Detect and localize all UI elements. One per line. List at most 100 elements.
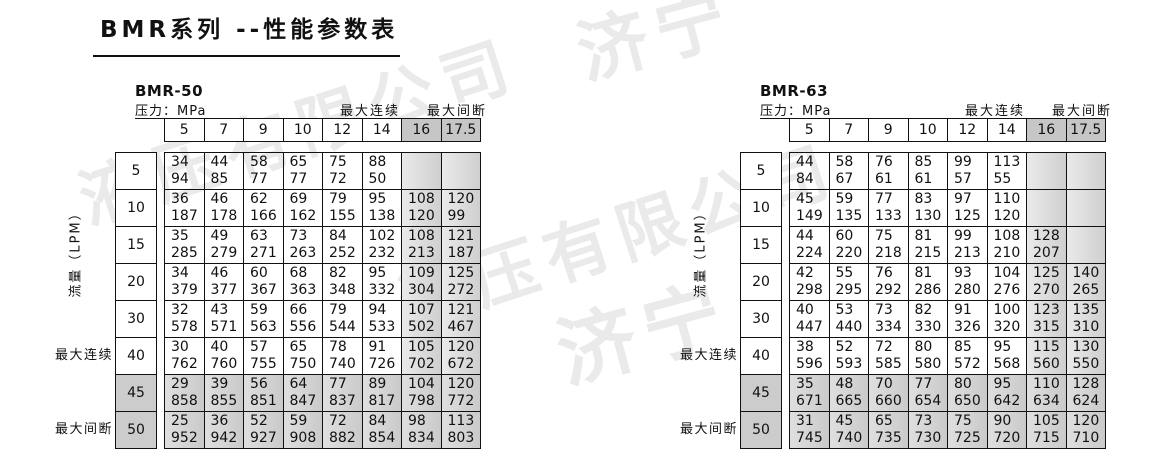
data-cell: 80 650 [948, 375, 988, 412]
data-cell: 46 178 [204, 190, 244, 227]
data-cell: 52 927 [244, 412, 284, 449]
data-cell: 95 138 [362, 190, 402, 227]
data-cell: 77 837 [323, 375, 363, 412]
data-cell: 38 596 [790, 338, 830, 375]
data-cell: 93 280 [948, 264, 988, 301]
data-grid: 34 94 44 85 58 77 65 77 75 72 88 50 36 187 46 178 62 166 6… [164, 152, 481, 449]
data-cell: 59 908 [283, 412, 323, 449]
flow-axis-label-text: 流量（LPM） [68, 205, 84, 298]
data-cell: 130 550 [1066, 338, 1106, 375]
data-cell [1027, 190, 1067, 227]
data-cell: 88 50 [362, 153, 402, 190]
data-cell: 110 120 [987, 190, 1027, 227]
data-cell: 102 232 [362, 227, 402, 264]
pressure-unit-label: 压力：MPa [760, 104, 832, 119]
data-cell: 53 440 [829, 301, 869, 338]
flow-header-cell: 50 [741, 412, 782, 449]
data-cell: 140 265 [1066, 264, 1106, 301]
pressure-header-cell: 9 [869, 119, 909, 142]
data-cell: 65 77 [283, 153, 323, 190]
pressure-header-cell: 17.5 [1066, 119, 1106, 142]
data-cell: 49 279 [204, 227, 244, 264]
flow-header-cell: 50 [116, 412, 157, 449]
data-cell: 135 310 [1066, 301, 1106, 338]
data-cell: 82 330 [908, 301, 948, 338]
data-cell: 68 363 [283, 264, 323, 301]
data-cell: 120 672 [441, 338, 481, 375]
pressure-header-cell: 17.5 [441, 119, 481, 142]
data-cell: 85 572 [948, 338, 988, 375]
data-cell: 60 367 [244, 264, 284, 301]
data-cell: 59 563 [244, 301, 284, 338]
data-cell: 99 57 [948, 153, 988, 190]
data-cell: 36 187 [165, 190, 205, 227]
pressure-header-cell: 5 [165, 119, 205, 142]
data-cell: 120 710 [1066, 412, 1106, 449]
data-cell: 98 834 [402, 412, 442, 449]
data-cell: 94 533 [362, 301, 402, 338]
data-cell: 82 348 [323, 264, 363, 301]
data-cell: 79 155 [323, 190, 363, 227]
data-cell: 58 67 [829, 153, 869, 190]
flow-header-cell: 15 [116, 227, 157, 264]
data-cell: 89 817 [362, 375, 402, 412]
max-continuous-row-label: 最大连续 [55, 348, 114, 363]
table-model-label: BMR-50 [135, 82, 204, 100]
data-cell: 57 755 [244, 338, 284, 375]
data-cell: 100 320 [987, 301, 1027, 338]
flow-header-cell: 5 [116, 153, 157, 190]
data-cell: 48 665 [829, 375, 869, 412]
data-cell: 44 85 [204, 153, 244, 190]
pressure-header-cell: 10 [908, 119, 948, 142]
data-cell: 40 447 [790, 301, 830, 338]
data-cell: 84 252 [323, 227, 363, 264]
data-cell: 32 578 [165, 301, 205, 338]
data-cell: 121 187 [441, 227, 481, 264]
flow-header-cell: 45 [741, 375, 782, 412]
data-cell: 69 162 [283, 190, 323, 227]
flow-header-cell: 10 [741, 190, 782, 227]
data-cell: 75 725 [948, 412, 988, 449]
data-cell: 128 207 [1027, 227, 1067, 264]
data-cell: 105 702 [402, 338, 442, 375]
perf-table-bmr-63: BMR-63 压力：MPa 最大连续 最大间断 5 7 9 10 12 14 16 17.5 … [680, 82, 1120, 468]
max-intermittent-column-label: 最大间断 [1052, 104, 1113, 119]
data-cell: 115 560 [1027, 338, 1067, 375]
data-cell: 52 593 [829, 338, 869, 375]
data-cell: 81 286 [908, 264, 948, 301]
data-cell [1066, 190, 1106, 227]
perf-table-bmr-50: BMR-50 压力：MPa 最大连续 最大间断 5 7 9 10 12 14 16 17.5 … [55, 82, 495, 468]
data-cell: 79 544 [323, 301, 363, 338]
data-cell: 108 120 [402, 190, 442, 227]
data-cell: 55 295 [829, 264, 869, 301]
data-cell: 45 149 [790, 190, 830, 227]
max-continuous-column-label: 最大连续 [340, 104, 401, 119]
data-cell: 125 272 [441, 264, 481, 301]
title-underline [93, 55, 400, 57]
pressure-header-cell: 7 [829, 119, 869, 142]
max-continuous-row-label: 最大连续 [680, 348, 739, 363]
data-cell: 34 94 [165, 153, 205, 190]
pressure-header-cell: 10 [283, 119, 323, 142]
flow-header-cell: 20 [741, 264, 782, 301]
data-cell: 66 556 [283, 301, 323, 338]
data-cell: 121 467 [441, 301, 481, 338]
max-continuous-column-label: 最大连续 [965, 104, 1026, 119]
data-cell: 31 745 [790, 412, 830, 449]
header-rule [760, 118, 790, 119]
data-cell: 76 292 [869, 264, 909, 301]
pressure-header-cell: 7 [204, 119, 244, 142]
data-cell: 59 135 [829, 190, 869, 227]
data-cell: 113 55 [987, 153, 1027, 190]
data-cell: 76 61 [869, 153, 909, 190]
flow-header-column: 5 10 15 20 30 40 45 50 [740, 152, 782, 449]
data-cell: 109 304 [402, 264, 442, 301]
flow-header-cell: 5 [741, 153, 782, 190]
data-cell: 45 740 [829, 412, 869, 449]
data-cell: 113 803 [441, 412, 481, 449]
data-cell: 105 715 [1027, 412, 1067, 449]
flow-header-cell: 30 [741, 301, 782, 338]
flow-header-cell: 20 [116, 264, 157, 301]
data-cell: 60 220 [829, 227, 869, 264]
flow-axis-label: 流量（LPM） [684, 179, 714, 324]
